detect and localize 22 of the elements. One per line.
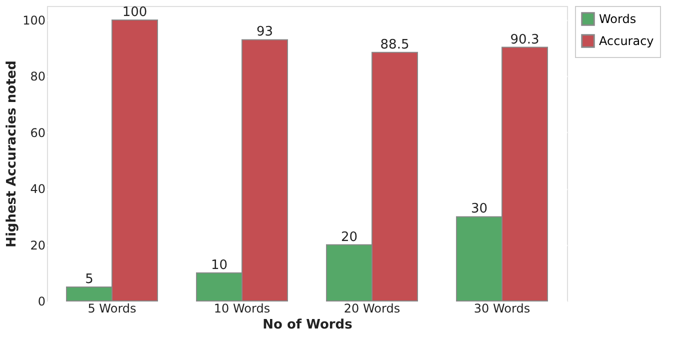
data-label: 30 — [470, 202, 488, 217]
x-axis-title: No of Words — [262, 318, 353, 332]
data-label: 100 — [122, 5, 148, 20]
legend-label: Accuracy — [599, 34, 654, 48]
data-label: 5 — [85, 272, 94, 287]
y-tick-label: 100 — [22, 14, 46, 28]
y-tick-label: 0 — [38, 294, 46, 308]
data-label: 93 — [256, 24, 274, 40]
data-label: 10 — [210, 258, 228, 273]
y-tick-label: 20 — [30, 238, 46, 252]
x-tick-label: 10 Words — [214, 302, 270, 316]
x-tick-label: 20 Words — [344, 302, 400, 316]
y-axis-title: Highest Accuracies noted — [4, 60, 20, 248]
x-tick-label: 5 Words — [88, 302, 136, 316]
x-tick-label: 30 Words — [474, 302, 530, 316]
y-tick-label: 80 — [30, 70, 46, 84]
y-tick-label: 40 — [30, 182, 46, 196]
y-tick-label: 60 — [30, 126, 46, 140]
legend-label: Words — [599, 12, 636, 26]
data-label: 20 — [340, 230, 358, 245]
data-label: 90.3 — [510, 32, 540, 48]
data-label: 88.5 — [380, 37, 410, 52]
